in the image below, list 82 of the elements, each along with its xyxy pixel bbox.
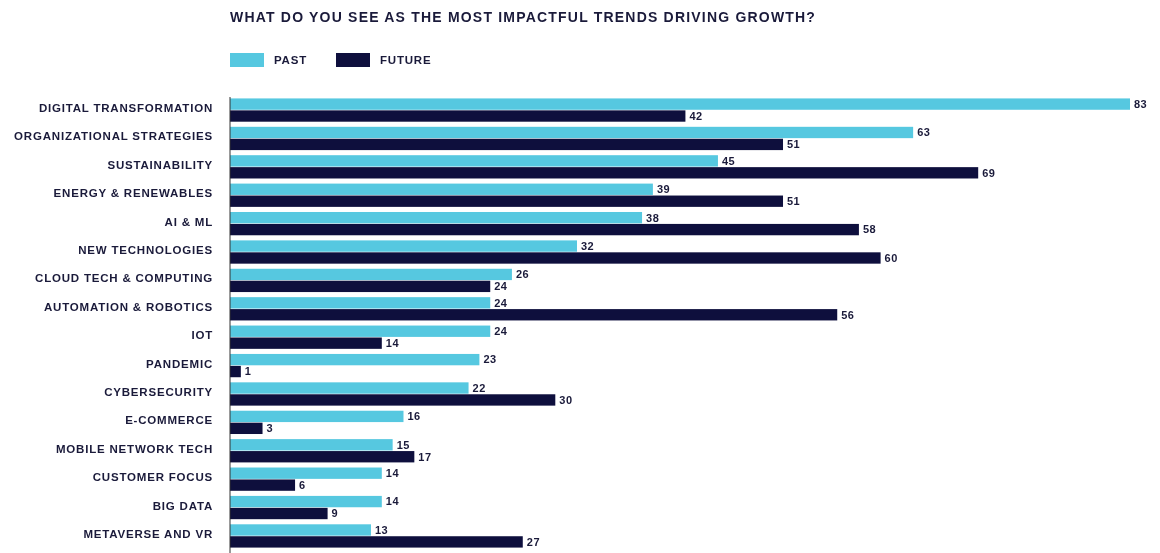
bar bbox=[230, 223, 859, 236]
bar bbox=[230, 183, 653, 195]
data-label: 30 bbox=[559, 393, 573, 406]
bar bbox=[230, 252, 881, 264]
data-label: 38 bbox=[646, 211, 660, 224]
data-label: 17 bbox=[418, 450, 432, 463]
data-label: 32 bbox=[580, 239, 595, 252]
bar bbox=[230, 439, 393, 451]
bar bbox=[230, 353, 480, 366]
legend-label: PAST bbox=[274, 54, 308, 67]
y-tick-label: CLOUD TECH & COMPUTING bbox=[35, 272, 213, 285]
data-label: 14 bbox=[385, 467, 400, 480]
bar bbox=[230, 467, 382, 479]
y-tick-label: IOT bbox=[191, 329, 213, 342]
data-label: 14 bbox=[385, 495, 400, 508]
y-tick-label: AI & ML bbox=[164, 215, 213, 228]
data-label: 69 bbox=[982, 166, 996, 179]
y-tick-label: MOBILE NETWORK TECH bbox=[55, 442, 213, 455]
data-label: 24 bbox=[494, 325, 508, 338]
y-tick-label: ENERGY & RENEWABLES bbox=[53, 187, 213, 200]
bar bbox=[230, 495, 382, 508]
bar bbox=[230, 451, 415, 463]
data-label: 58 bbox=[862, 223, 877, 236]
legend-label: FUTURE bbox=[380, 54, 432, 67]
data-label: 14 bbox=[385, 337, 400, 350]
data-label: 83 bbox=[1134, 97, 1148, 110]
bar bbox=[230, 280, 491, 293]
data-label: 27 bbox=[526, 535, 541, 548]
y-tick-label: AUTOMATION & ROBOTICS bbox=[43, 300, 213, 313]
bar bbox=[230, 524, 371, 536]
y-tick-label: BIG DATA bbox=[152, 499, 213, 512]
y-tick-label: ORGANIZATIONAL STRATEGIES bbox=[14, 130, 213, 143]
bar bbox=[230, 195, 784, 207]
bar bbox=[230, 337, 382, 349]
chart-title: WHAT DO YOU SEE AS THE MOST IMPACTFUL TRENDS DRIVING GROWTH? bbox=[230, 8, 817, 25]
bar bbox=[230, 309, 838, 321]
data-label: 51 bbox=[787, 195, 801, 208]
data-label: 45 bbox=[721, 154, 736, 167]
data-label: 56 bbox=[841, 308, 855, 321]
data-label: 26 bbox=[515, 268, 530, 281]
bar bbox=[230, 138, 784, 151]
bar bbox=[230, 297, 491, 309]
bar bbox=[230, 325, 491, 337]
data-label: 9 bbox=[331, 507, 339, 520]
y-tick-label: E-COMMERCE bbox=[125, 414, 213, 427]
data-label: 63 bbox=[917, 126, 931, 139]
bar bbox=[230, 110, 686, 122]
data-label: 39 bbox=[656, 183, 671, 196]
y-tick-label: NEW TECHNOLOGIES bbox=[78, 244, 213, 257]
data-label: 24 bbox=[494, 280, 508, 293]
y-tick-label: PANDEMIC bbox=[146, 357, 213, 370]
bar bbox=[230, 536, 523, 548]
bar bbox=[230, 211, 643, 224]
bar bbox=[230, 155, 718, 167]
data-label: 15 bbox=[396, 438, 410, 451]
bar bbox=[230, 507, 328, 520]
bar bbox=[230, 240, 577, 252]
y-tick-label: CUSTOMER FOCUS bbox=[92, 471, 213, 484]
bar bbox=[230, 167, 979, 179]
data-label: 13 bbox=[374, 523, 389, 536]
data-label: 6 bbox=[299, 478, 306, 491]
data-label: 60 bbox=[884, 251, 898, 264]
bar bbox=[230, 394, 556, 406]
data-label: 23 bbox=[483, 353, 497, 366]
y-tick-label: DIGITAL TRANSFORMATION bbox=[38, 102, 213, 115]
bar bbox=[230, 126, 914, 139]
y-tick-label: SUSTAINABILITY bbox=[107, 158, 213, 171]
y-tick-label: CYBERSECURITY bbox=[104, 386, 213, 398]
bar bbox=[230, 268, 512, 281]
data-label: 3 bbox=[266, 422, 274, 435]
bar bbox=[230, 98, 1130, 110]
bar bbox=[230, 382, 469, 394]
bar bbox=[230, 410, 404, 423]
data-label: 51 bbox=[787, 138, 801, 151]
data-label: 1 bbox=[244, 365, 252, 378]
bar bbox=[230, 422, 263, 435]
data-label: 24 bbox=[494, 296, 508, 309]
data-label: 42 bbox=[689, 109, 703, 122]
bar bbox=[230, 479, 296, 491]
data-label: 22 bbox=[472, 381, 486, 394]
y-tick-label: METAVERSE AND VR bbox=[83, 527, 213, 540]
data-label: 16 bbox=[407, 410, 421, 423]
